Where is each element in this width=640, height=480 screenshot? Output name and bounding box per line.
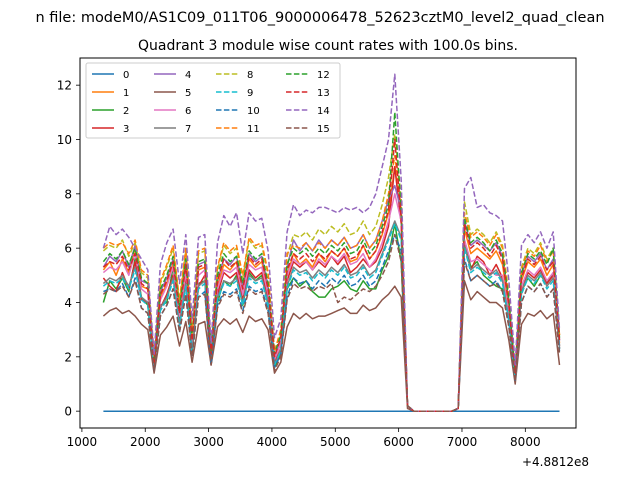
legend-label-15: 15 — [317, 124, 330, 135]
legend-label-10: 10 — [247, 106, 260, 117]
legend-frame — [85, 62, 341, 139]
series-line-15 — [102, 233, 561, 412]
y-tick-label: 10 — [57, 133, 72, 147]
figure-supertitle: n file: modeM0/AS1C09_011T06_9000006478_… — [35, 10, 604, 26]
legend-label-4: 4 — [185, 70, 191, 81]
x-tick-label: 1000 — [67, 435, 98, 449]
legend-label-3: 3 — [123, 124, 129, 135]
y-tick-label: 2 — [64, 350, 72, 364]
series-layer — [102, 73, 561, 412]
y-tick-label: 0 — [64, 405, 72, 419]
y-tick-label: 4 — [64, 296, 72, 310]
legend-label-7: 7 — [185, 124, 191, 135]
series-line-9 — [102, 222, 561, 412]
y-tick-label: 6 — [64, 242, 72, 256]
chart-title: Quadrant 3 module wise count rates with … — [138, 38, 518, 54]
legend-label-11: 11 — [247, 124, 260, 135]
legend-label-13: 13 — [317, 88, 330, 99]
legend-label-6: 6 — [185, 106, 191, 117]
x-axis: 1000 2000 3000 4000 5000 6000 7000 8000 — [67, 428, 541, 449]
y-axis: 0 2 4 6 8 10 12 — [57, 79, 80, 419]
legend-label-12: 12 — [317, 70, 330, 81]
plot-frame — [79, 57, 577, 429]
series-line-6 — [102, 193, 561, 412]
x-tick-label: 6000 — [383, 435, 414, 449]
x-offset-label: +4.8812e8 — [522, 455, 589, 469]
legend-label-2: 2 — [123, 106, 129, 117]
series-line-14 — [102, 73, 561, 412]
x-tick-label: 2000 — [130, 435, 161, 449]
y-tick-label: 8 — [64, 187, 72, 201]
legend-label-0: 0 — [123, 70, 129, 81]
legend-label-14: 14 — [317, 106, 330, 117]
legend-label-5: 5 — [185, 88, 191, 99]
x-tick-label: 8000 — [510, 435, 541, 449]
legend-label-8: 8 — [247, 70, 253, 81]
series-line-8 — [102, 133, 561, 412]
series-line-5 — [102, 280, 561, 412]
x-tick-label: 5000 — [320, 435, 351, 449]
x-tick-label: 3000 — [193, 435, 224, 449]
x-tick-label: 7000 — [447, 435, 478, 449]
legend-label-1: 1 — [123, 88, 129, 99]
x-tick-label: 4000 — [257, 435, 288, 449]
legend-label-9: 9 — [247, 88, 253, 99]
series-line-13 — [102, 138, 561, 412]
series-line-11 — [102, 155, 561, 412]
y-tick-label: 12 — [57, 79, 72, 93]
series-line-4 — [102, 184, 561, 412]
